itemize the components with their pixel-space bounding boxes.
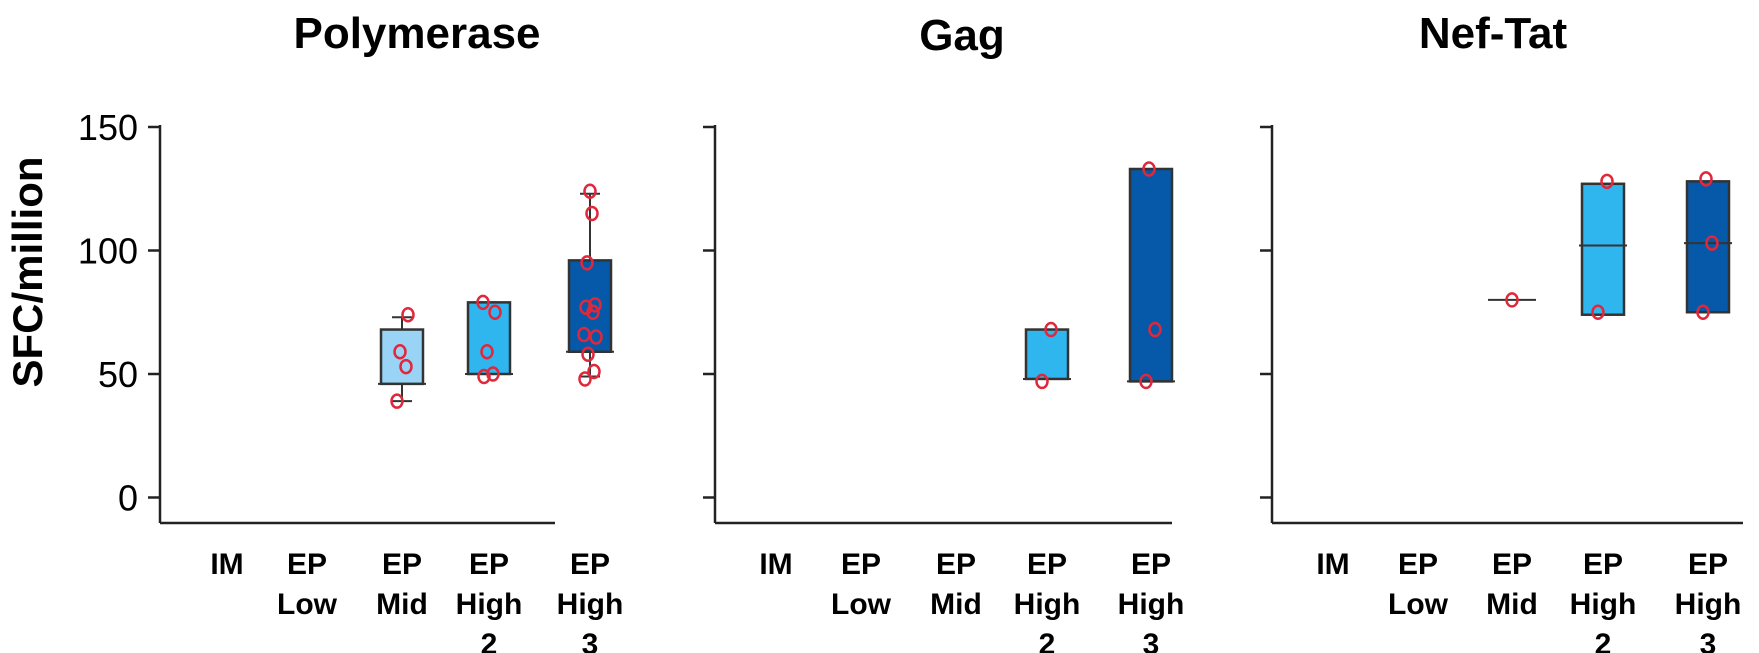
x-tick-label: EP (1131, 548, 1171, 581)
x-tick-label: EP (1398, 548, 1438, 581)
x-tick-label: 2 (481, 628, 498, 653)
x-tick-label: 2 (1595, 628, 1612, 653)
data-point (476, 294, 490, 311)
x-tick-label: EP (936, 548, 976, 581)
x-tick-label: High (557, 588, 624, 621)
x-tick-label: IM (1316, 548, 1349, 581)
x-tick-label: Low (831, 588, 892, 621)
x-tick-label: IM (210, 548, 243, 581)
data-point (578, 371, 592, 387)
data-point (1505, 292, 1519, 308)
data-point (399, 358, 413, 375)
box (1128, 167, 1174, 383)
x-tick-label: 3 (1700, 628, 1717, 653)
data-point (486, 366, 500, 382)
data-point (1142, 161, 1156, 177)
x-tick-label: 3 (1143, 628, 1160, 653)
data-point (1705, 235, 1719, 251)
x-tick-label: Low (277, 588, 338, 621)
x-tick-label: EP (1583, 548, 1623, 581)
x-tick-label: 3 (582, 628, 599, 653)
data-point (488, 304, 502, 320)
x-tick-label: High (456, 588, 523, 621)
panel-gag: Gag IM EP Low EP Mid EP High 2 EP High 3 (703, 11, 1184, 653)
y-tick-label: 100 (78, 231, 138, 272)
data-point (589, 329, 603, 345)
panel-nef-tat: Nef-Tat IM EP Low EP Mid EP High 2 EP High 3 (1260, 9, 1743, 653)
x-tick-label: EP (570, 548, 610, 581)
data-point (1699, 171, 1713, 187)
data-point (401, 306, 415, 323)
data-point (480, 344, 494, 360)
data-point (583, 183, 597, 199)
y-axis-label: SFC/million (4, 157, 51, 388)
box (1580, 182, 1626, 316)
box (466, 301, 512, 376)
x-tick-label: EP (1492, 548, 1532, 581)
data-point (581, 346, 595, 362)
panel-polymerase: Polymerase 0 50 100 150 IM EP Low EP Mid EP High 2 E… (78, 9, 623, 653)
x-tick-label: High (1014, 588, 1081, 621)
x-tick-label: EP (469, 548, 509, 581)
y-tick-label: 0 (118, 478, 138, 519)
x-tick-label: High (1118, 588, 1185, 621)
data-point (579, 299, 593, 316)
data-point (1696, 304, 1710, 320)
data-point (1044, 321, 1058, 338)
data-point (477, 368, 491, 385)
data-point (393, 344, 407, 360)
panel-title: Polymerase (293, 9, 540, 58)
x-tick-label: EP (287, 548, 327, 581)
x-tick-label: Mid (376, 588, 428, 621)
x-tick-label: Mid (930, 588, 982, 621)
panel-title: Gag (919, 11, 1005, 60)
data-point (1600, 173, 1614, 190)
panel-title: Nef-Tat (1419, 9, 1568, 58)
y-tick-label: 150 (78, 107, 138, 148)
data-point (1148, 321, 1162, 338)
x-tick-label: EP (382, 548, 422, 581)
x-tick-label: EP (841, 548, 881, 581)
y-tick-label: 50 (98, 354, 138, 395)
data-point (580, 255, 594, 271)
x-tick-label: High (1570, 588, 1637, 621)
x-tick-label: IM (759, 548, 792, 581)
data-point (1139, 373, 1153, 390)
x-tick-label: Low (1388, 588, 1449, 621)
box (1024, 328, 1070, 381)
data-point (585, 205, 599, 222)
x-tick-label: 2 (1039, 628, 1056, 653)
x-tick-label: EP (1027, 548, 1067, 581)
data-point (390, 393, 404, 409)
data-point (1035, 373, 1049, 390)
x-tick-label: EP (1688, 548, 1728, 581)
data-point (587, 363, 601, 380)
data-point (1591, 304, 1605, 320)
data-point (577, 326, 591, 343)
x-tick-label: Mid (1486, 588, 1538, 621)
data-point (588, 297, 602, 313)
x-tick-label: High (1675, 588, 1742, 621)
